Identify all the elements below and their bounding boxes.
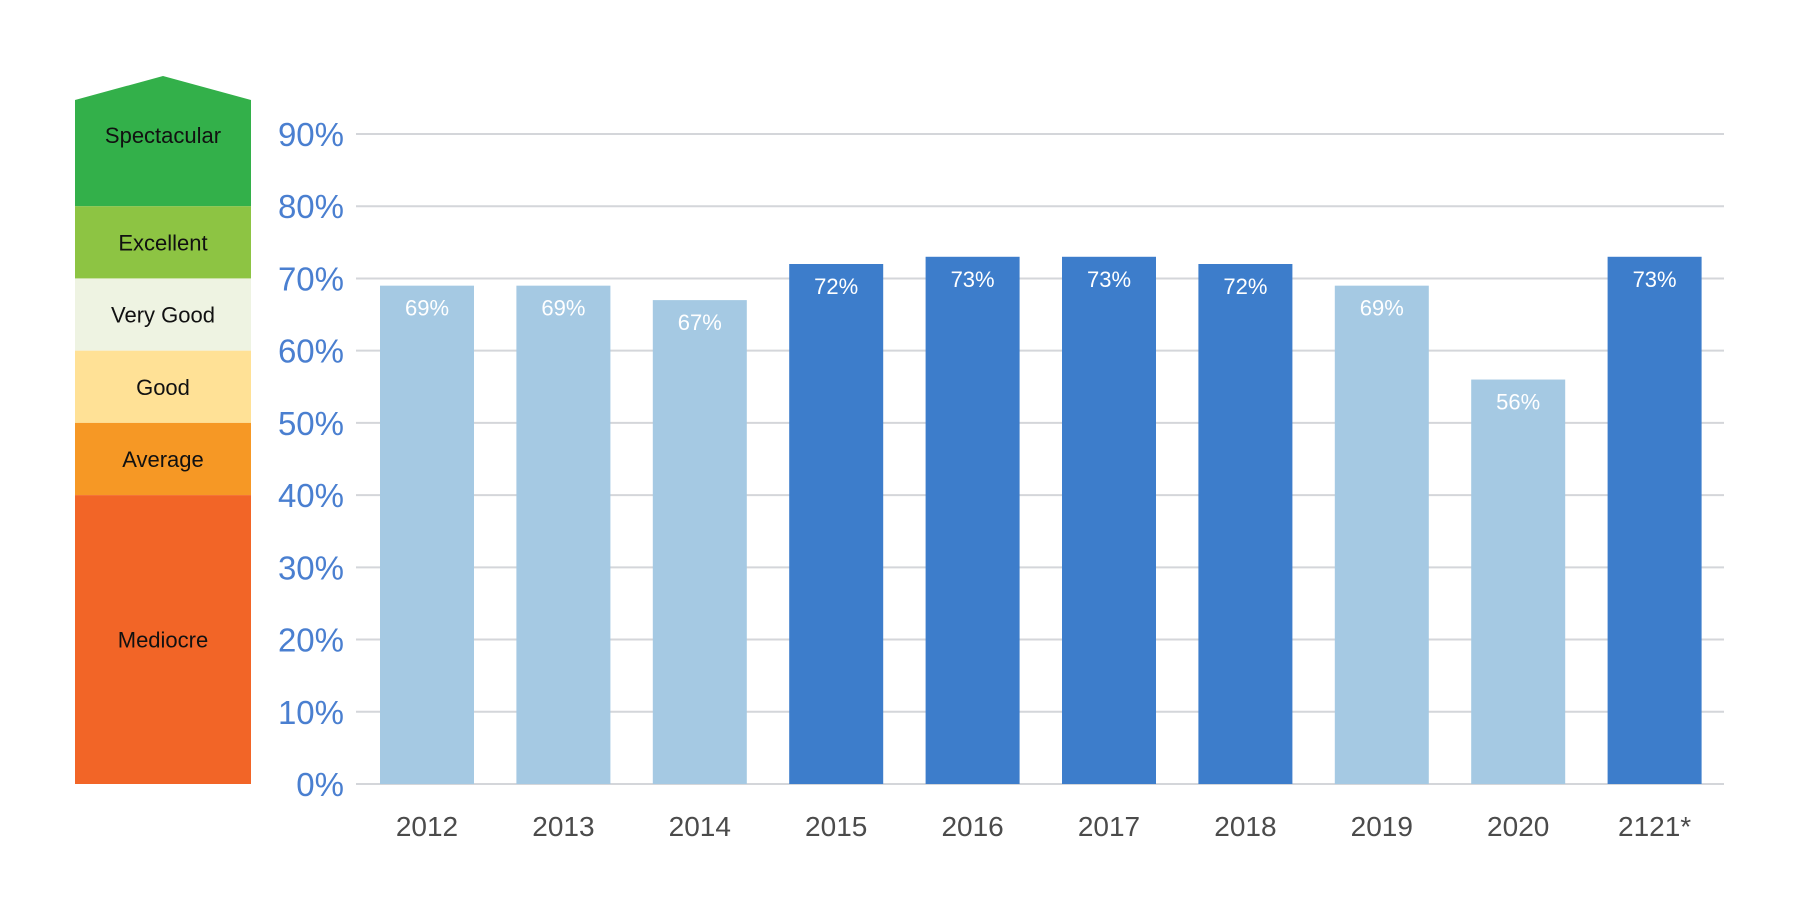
bar-2020 (1471, 379, 1566, 784)
category-label: 2015 (805, 811, 867, 842)
y-tick-label: 80% (278, 188, 344, 225)
y-tick-label: 40% (278, 477, 344, 514)
data-label: 73% (1633, 267, 1677, 292)
category-label: 2020 (1487, 811, 1549, 842)
scale-label-good: Good (136, 375, 190, 400)
scale-block-spectacular (75, 76, 251, 207)
x-axis-categories: 2012 2013 2014 2015 2016 2017 2018 2019 2020 2121… (396, 811, 1691, 842)
data-label: 69% (541, 296, 585, 321)
bar-2013 (516, 285, 611, 784)
data-label: 69% (405, 296, 449, 321)
scale-block-mediocre (75, 495, 251, 784)
data-label: 69% (1360, 296, 1404, 321)
y-tick-label: 60% (278, 333, 344, 370)
bars (380, 256, 1702, 784)
scale-label-average: Average (122, 447, 204, 472)
bar-2121-star (1607, 256, 1702, 784)
bar-2015 (789, 264, 884, 784)
y-axis-ticks: 0% 10% 20% 30% 40% 50% 60% 70% 80% 90% (278, 116, 344, 803)
bar-2014 (652, 300, 747, 784)
scale-label-excellent: Excellent (118, 230, 207, 255)
data-label: 67% (678, 310, 722, 335)
category-label: 2012 (396, 811, 458, 842)
scale-label-mediocre: Mediocre (118, 628, 208, 653)
category-label: 2017 (1078, 811, 1140, 842)
category-label: 2019 (1351, 811, 1413, 842)
scale-label-very-good: Very Good (111, 303, 215, 328)
y-tick-label: 0% (296, 766, 344, 803)
bar-2016 (925, 256, 1020, 784)
y-tick-label: 10% (278, 694, 344, 731)
y-tick-label: 50% (278, 405, 344, 442)
category-label: 2014 (669, 811, 731, 842)
scale-block-average (75, 422, 251, 496)
rating-scale: Spectacular Excellent Very Good Good Average… (75, 76, 251, 784)
data-labels: 69% 69% 67% 72% 73% 73% 72% 69% 56% 73% (405, 267, 1677, 415)
y-tick-label: 90% (278, 116, 344, 153)
bar-2017 (1062, 256, 1156, 784)
scale-label-spectacular: Spectacular (105, 123, 221, 148)
category-label: 2018 (1214, 811, 1276, 842)
data-label: 73% (951, 267, 995, 292)
bar-2012 (380, 285, 474, 784)
category-label: 2013 (532, 811, 594, 842)
data-label: 56% (1496, 390, 1540, 415)
data-label: 72% (1223, 274, 1267, 299)
bar-2019 (1334, 285, 1429, 784)
y-tick-label: 70% (278, 260, 344, 297)
category-label: 2121* (1618, 811, 1691, 842)
scale-block-excellent (75, 206, 251, 279)
scale-block-good (75, 350, 251, 423)
y-tick-label: 30% (278, 549, 344, 586)
scale-block-very-good (75, 278, 251, 351)
data-label: 73% (1087, 267, 1131, 292)
data-label: 72% (814, 274, 858, 299)
bar-2018 (1198, 264, 1293, 784)
category-label: 2016 (941, 811, 1003, 842)
y-tick-label: 20% (278, 622, 344, 659)
